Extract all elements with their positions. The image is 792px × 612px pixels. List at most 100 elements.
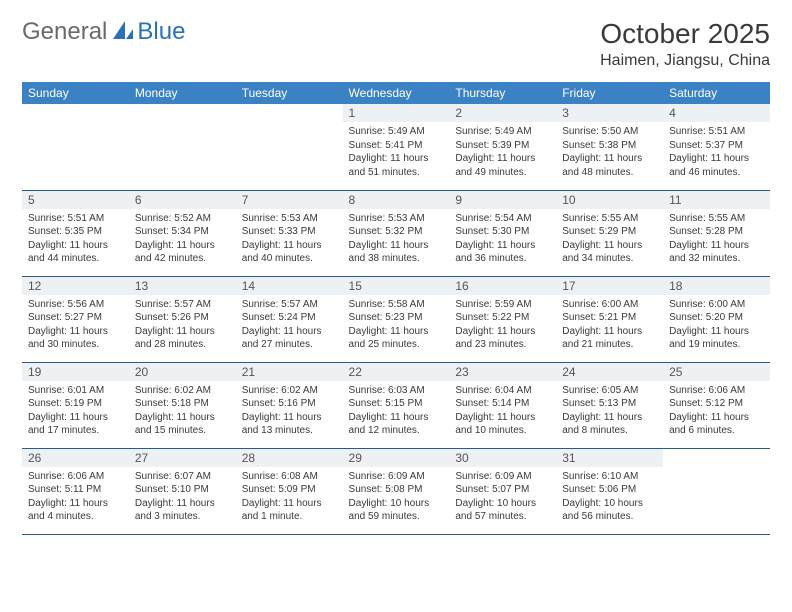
day-details: Sunrise: 5:53 AMSunset: 5:32 PMDaylight:… [343, 209, 450, 270]
day-number: 12 [22, 277, 129, 295]
day-details: Sunrise: 6:08 AMSunset: 5:09 PMDaylight:… [236, 467, 343, 528]
calendar-empty-cell [236, 104, 343, 190]
day-number: 10 [556, 191, 663, 209]
weekday-header: Monday [129, 82, 236, 104]
calendar-day-cell: 19Sunrise: 6:01 AMSunset: 5:19 PMDayligh… [22, 362, 129, 448]
day-details: Sunrise: 6:02 AMSunset: 5:18 PMDaylight:… [129, 381, 236, 442]
day-number: 27 [129, 449, 236, 467]
day-details: Sunrise: 5:49 AMSunset: 5:41 PMDaylight:… [343, 122, 450, 183]
day-number: 6 [129, 191, 236, 209]
calendar-day-cell: 1Sunrise: 5:49 AMSunset: 5:41 PMDaylight… [343, 104, 450, 190]
calendar-day-cell: 16Sunrise: 5:59 AMSunset: 5:22 PMDayligh… [449, 276, 556, 362]
day-number: 30 [449, 449, 556, 467]
calendar-table: SundayMondayTuesdayWednesdayThursdayFrid… [22, 82, 770, 535]
day-details: Sunrise: 6:07 AMSunset: 5:10 PMDaylight:… [129, 467, 236, 528]
calendar-day-cell: 27Sunrise: 6:07 AMSunset: 5:10 PMDayligh… [129, 448, 236, 534]
calendar-week-row: 5Sunrise: 5:51 AMSunset: 5:35 PMDaylight… [22, 190, 770, 276]
day-number: 13 [129, 277, 236, 295]
logo: General Blue [22, 18, 185, 46]
calendar-empty-cell [22, 104, 129, 190]
day-number: 28 [236, 449, 343, 467]
calendar-week-row: 12Sunrise: 5:56 AMSunset: 5:27 PMDayligh… [22, 276, 770, 362]
calendar-day-cell: 15Sunrise: 5:58 AMSunset: 5:23 PMDayligh… [343, 276, 450, 362]
calendar-empty-cell [663, 448, 770, 534]
day-details: Sunrise: 5:51 AMSunset: 5:37 PMDaylight:… [663, 122, 770, 183]
day-number: 22 [343, 363, 450, 381]
day-details: Sunrise: 5:50 AMSunset: 5:38 PMDaylight:… [556, 122, 663, 183]
calendar-day-cell: 22Sunrise: 6:03 AMSunset: 5:15 PMDayligh… [343, 362, 450, 448]
calendar-day-cell: 25Sunrise: 6:06 AMSunset: 5:12 PMDayligh… [663, 362, 770, 448]
logo-text-blue: Blue [137, 18, 185, 46]
day-number: 19 [22, 363, 129, 381]
calendar-day-cell: 28Sunrise: 6:08 AMSunset: 5:09 PMDayligh… [236, 448, 343, 534]
calendar-day-cell: 21Sunrise: 6:02 AMSunset: 5:16 PMDayligh… [236, 362, 343, 448]
calendar-week-row: 26Sunrise: 6:06 AMSunset: 5:11 PMDayligh… [22, 448, 770, 534]
calendar-day-cell: 12Sunrise: 5:56 AMSunset: 5:27 PMDayligh… [22, 276, 129, 362]
day-number: 3 [556, 104, 663, 122]
day-number: 29 [343, 449, 450, 467]
calendar-day-cell: 13Sunrise: 5:57 AMSunset: 5:26 PMDayligh… [129, 276, 236, 362]
calendar-week-row: 19Sunrise: 6:01 AMSunset: 5:19 PMDayligh… [22, 362, 770, 448]
day-number: 1 [343, 104, 450, 122]
day-details: Sunrise: 6:03 AMSunset: 5:15 PMDaylight:… [343, 381, 450, 442]
calendar-day-cell: 18Sunrise: 6:00 AMSunset: 5:20 PMDayligh… [663, 276, 770, 362]
day-details: Sunrise: 6:06 AMSunset: 5:12 PMDaylight:… [663, 381, 770, 442]
day-details: Sunrise: 5:52 AMSunset: 5:34 PMDaylight:… [129, 209, 236, 270]
location: Haimen, Jiangsu, China [600, 52, 770, 70]
calendar-day-cell: 10Sunrise: 5:55 AMSunset: 5:29 PMDayligh… [556, 190, 663, 276]
day-number: 24 [556, 363, 663, 381]
month-title: October 2025 [600, 18, 770, 50]
calendar-week-row: 1Sunrise: 5:49 AMSunset: 5:41 PMDaylight… [22, 104, 770, 190]
day-number: 15 [343, 277, 450, 295]
weekday-header: Sunday [22, 82, 129, 104]
weekday-header: Saturday [663, 82, 770, 104]
day-details: Sunrise: 5:59 AMSunset: 5:22 PMDaylight:… [449, 295, 556, 356]
calendar-day-cell: 24Sunrise: 6:05 AMSunset: 5:13 PMDayligh… [556, 362, 663, 448]
day-details: Sunrise: 6:04 AMSunset: 5:14 PMDaylight:… [449, 381, 556, 442]
calendar-body: 1Sunrise: 5:49 AMSunset: 5:41 PMDaylight… [22, 104, 770, 534]
logo-sail-icon [111, 19, 135, 46]
weekday-header: Tuesday [236, 82, 343, 104]
day-number: 9 [449, 191, 556, 209]
calendar-day-cell: 2Sunrise: 5:49 AMSunset: 5:39 PMDaylight… [449, 104, 556, 190]
day-number: 25 [663, 363, 770, 381]
day-details: Sunrise: 5:49 AMSunset: 5:39 PMDaylight:… [449, 122, 556, 183]
day-number: 23 [449, 363, 556, 381]
day-number: 4 [663, 104, 770, 122]
calendar-day-cell: 23Sunrise: 6:04 AMSunset: 5:14 PMDayligh… [449, 362, 556, 448]
calendar-header-row: SundayMondayTuesdayWednesdayThursdayFrid… [22, 82, 770, 104]
calendar-day-cell: 26Sunrise: 6:06 AMSunset: 5:11 PMDayligh… [22, 448, 129, 534]
day-details: Sunrise: 6:02 AMSunset: 5:16 PMDaylight:… [236, 381, 343, 442]
weekday-header: Wednesday [343, 82, 450, 104]
calendar-day-cell: 9Sunrise: 5:54 AMSunset: 5:30 PMDaylight… [449, 190, 556, 276]
day-details: Sunrise: 5:56 AMSunset: 5:27 PMDaylight:… [22, 295, 129, 356]
day-number: 16 [449, 277, 556, 295]
day-number: 18 [663, 277, 770, 295]
day-number: 31 [556, 449, 663, 467]
title-block: October 2025 Haimen, Jiangsu, China [600, 18, 770, 70]
day-number: 8 [343, 191, 450, 209]
day-number: 2 [449, 104, 556, 122]
calendar-day-cell: 31Sunrise: 6:10 AMSunset: 5:06 PMDayligh… [556, 448, 663, 534]
day-details: Sunrise: 6:05 AMSunset: 5:13 PMDaylight:… [556, 381, 663, 442]
calendar-day-cell: 5Sunrise: 5:51 AMSunset: 5:35 PMDaylight… [22, 190, 129, 276]
calendar-day-cell: 3Sunrise: 5:50 AMSunset: 5:38 PMDaylight… [556, 104, 663, 190]
day-details: Sunrise: 5:51 AMSunset: 5:35 PMDaylight:… [22, 209, 129, 270]
day-details: Sunrise: 6:10 AMSunset: 5:06 PMDaylight:… [556, 467, 663, 528]
day-details: Sunrise: 5:55 AMSunset: 5:29 PMDaylight:… [556, 209, 663, 270]
day-details: Sunrise: 6:09 AMSunset: 5:07 PMDaylight:… [449, 467, 556, 528]
calendar-day-cell: 14Sunrise: 5:57 AMSunset: 5:24 PMDayligh… [236, 276, 343, 362]
header: General Blue October 2025 Haimen, Jiangs… [22, 18, 770, 70]
weekday-header: Friday [556, 82, 663, 104]
calendar-day-cell: 6Sunrise: 5:52 AMSunset: 5:34 PMDaylight… [129, 190, 236, 276]
day-details: Sunrise: 5:54 AMSunset: 5:30 PMDaylight:… [449, 209, 556, 270]
day-number: 26 [22, 449, 129, 467]
day-details: Sunrise: 6:00 AMSunset: 5:20 PMDaylight:… [663, 295, 770, 356]
weekday-header: Thursday [449, 82, 556, 104]
calendar-day-cell: 20Sunrise: 6:02 AMSunset: 5:18 PMDayligh… [129, 362, 236, 448]
calendar-empty-cell [129, 104, 236, 190]
calendar-day-cell: 30Sunrise: 6:09 AMSunset: 5:07 PMDayligh… [449, 448, 556, 534]
day-number: 11 [663, 191, 770, 209]
day-number: 21 [236, 363, 343, 381]
logo-text-general: General [22, 18, 107, 46]
